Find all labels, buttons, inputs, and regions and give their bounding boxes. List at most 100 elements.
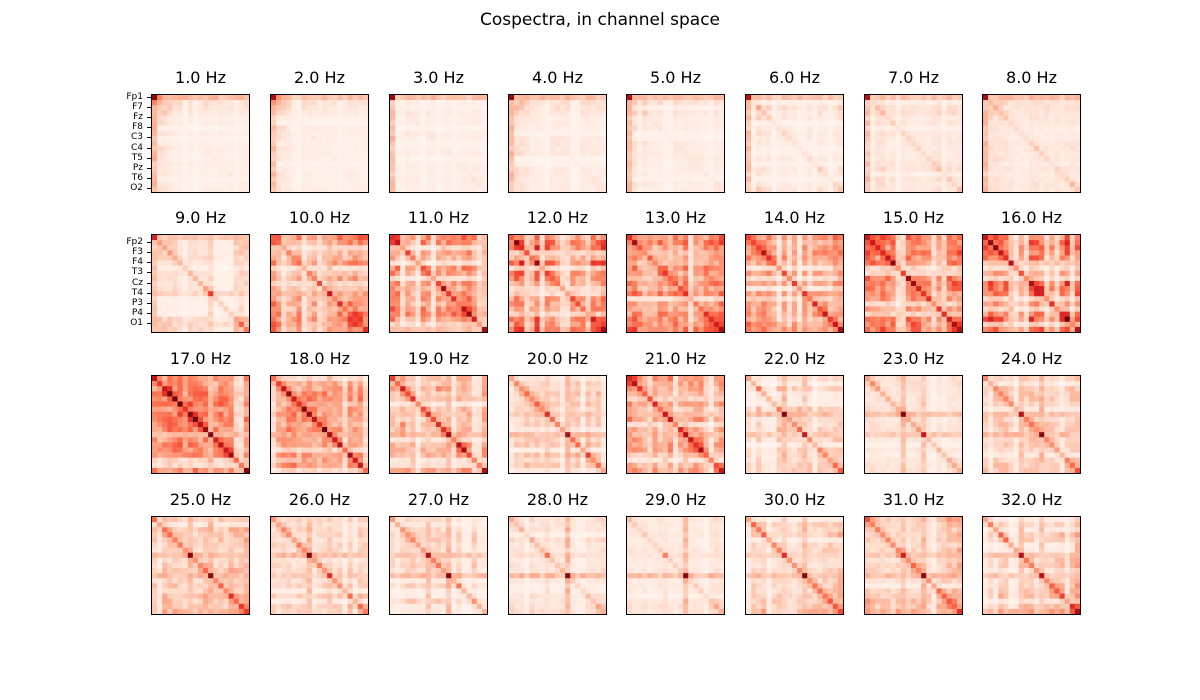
heatmap-cell [585,250,591,256]
heatmap-cell [420,245,427,251]
heatmap-cell [916,151,922,157]
heatmap-cell [751,235,757,241]
heatmap-cell [627,135,633,142]
heatmap-cell [390,186,396,192]
heatmap-cell [951,95,958,101]
heatmap-cell [187,316,194,323]
heatmap-cell [208,186,214,192]
heatmap-cell [291,291,297,297]
heatmap-cell [197,130,204,137]
heatmap-cell [430,115,437,121]
heatmap-cell [466,326,472,332]
heatmap-cell [951,156,958,162]
heatmap-cell [708,110,715,116]
heatmap-cell [683,110,689,116]
heatmap-cell [524,100,530,106]
heatmap-cell [420,240,427,246]
heatmap-cell [761,115,767,121]
heatmap-cell [157,260,163,266]
heatmap-cell [167,260,173,266]
heatmap-cell [926,140,932,147]
heatmap-cell [446,135,452,142]
cospectrum-matrix [389,234,488,333]
heatmap-cell [337,255,343,261]
heatmap-cell [786,181,793,188]
heatmap-cell [451,105,457,111]
heatmap-cell [529,186,535,192]
heatmap-cell [446,260,452,266]
heatmap-cell [524,95,530,101]
heatmap-cell [322,156,328,162]
heatmap-cell [875,171,881,177]
heatmap-cell [812,95,818,101]
panel-title: 5.0 Hz [650,68,701,87]
heatmap-cell [405,311,411,317]
heatmap-cell [405,245,411,251]
heatmap-cell [352,321,359,328]
heatmap-cell [509,151,515,157]
heatmap-cell [786,120,793,126]
heatmap-cell [771,125,777,132]
heatmap-cell [476,280,483,287]
heatmap-cell [514,146,520,152]
heatmap-cell [152,291,158,297]
heatmap-cell [580,105,586,111]
heatmap-cell [461,306,467,312]
heatmap-cell [519,115,525,121]
heatmap-cell [688,275,694,282]
heatmap-cell [595,245,602,251]
heatmap-cell [203,146,209,152]
heatmap-cell [1018,140,1025,147]
heatmap-cell [420,100,427,106]
heatmap-cell [347,95,353,101]
heatmap-cell [400,326,406,332]
heatmap-cell [390,151,396,157]
heatmap-cell [337,250,343,256]
heatmap-cell [291,186,297,192]
heatmap-cell [362,245,368,251]
heatmap-cell [632,296,638,302]
heatmap-cell [327,115,333,121]
heatmap-cell [192,140,199,147]
heatmap-cell [570,161,576,167]
heatmap-cell [1054,140,1060,147]
heatmap-cell [461,95,467,101]
heatmap-cell [425,186,432,192]
heatmap-cell [781,156,788,162]
heatmap-cell [575,245,581,251]
heatmap-cell [766,235,772,241]
heatmap-cell [807,130,813,137]
heatmap-cell [352,270,359,277]
heatmap-cell [233,260,240,266]
heatmap-cell [797,115,803,121]
heatmap-cell [357,306,364,312]
heatmap-cell [900,125,907,132]
heatmap-cell [228,100,234,106]
heatmap-cell [802,171,808,177]
heatmap-cell [286,240,292,246]
heatmap-cell [600,275,606,282]
heatmap-cell [983,181,989,188]
heatmap-cell [812,245,818,251]
heatmap-cell [390,235,396,241]
heatmap-cell [322,176,328,183]
heatmap-cell [405,326,411,332]
heatmap-cell [905,166,912,172]
heatmap-cell [1039,115,1045,121]
heatmap-cell [276,161,282,167]
heatmap-cell [936,135,942,142]
heatmap-cell [425,171,432,177]
heatmap-cell [311,151,318,157]
heatmap-cell [466,301,472,307]
heatmap-cell [647,161,653,167]
heatmap-cell [238,166,245,172]
heatmap-cell [580,306,586,312]
heatmap-cell [461,166,467,172]
heatmap-cell [514,306,520,312]
heatmap-cell [281,291,287,297]
heatmap-cell [807,120,813,126]
heatmap-cell [456,186,462,192]
heatmap-cell [415,176,421,183]
heatmap-cell [1054,171,1060,177]
heatmap-cell [405,301,411,307]
